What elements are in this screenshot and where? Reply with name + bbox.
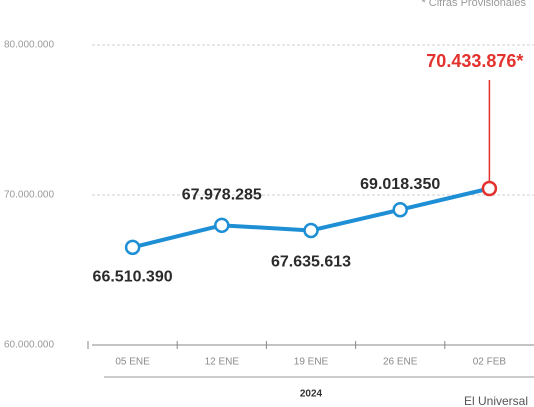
data-label: 70.433.876* <box>426 51 523 71</box>
y-tick-label: 60.000.000 <box>4 340 54 351</box>
x-tick-label: 19 ENE <box>294 357 329 368</box>
y-tick-label: 80.000.000 <box>4 40 54 51</box>
x-tick-label: 26 ENE <box>383 357 418 368</box>
data-label: 66.510.390 <box>93 269 173 286</box>
x-group-label: 2024 <box>300 389 323 400</box>
point <box>303 222 319 239</box>
point <box>392 201 408 218</box>
point <box>124 239 141 256</box>
x-tick-label: 12 ENE <box>205 357 240 368</box>
x-tick-label: 02 FEB <box>473 357 507 368</box>
x-tick-label: 05 ENE <box>115 357 150 368</box>
point <box>481 180 498 197</box>
data-label: 69.018.350 <box>360 176 440 193</box>
data-label: 67.635.613 <box>271 254 351 271</box>
note: * Cifras Provisionales <box>421 0 526 9</box>
point <box>214 217 230 234</box>
y-tick-label: 70.000.000 <box>4 190 54 201</box>
source: El Universal <box>464 394 528 407</box>
data-label: 67.978.285 <box>182 187 262 204</box>
